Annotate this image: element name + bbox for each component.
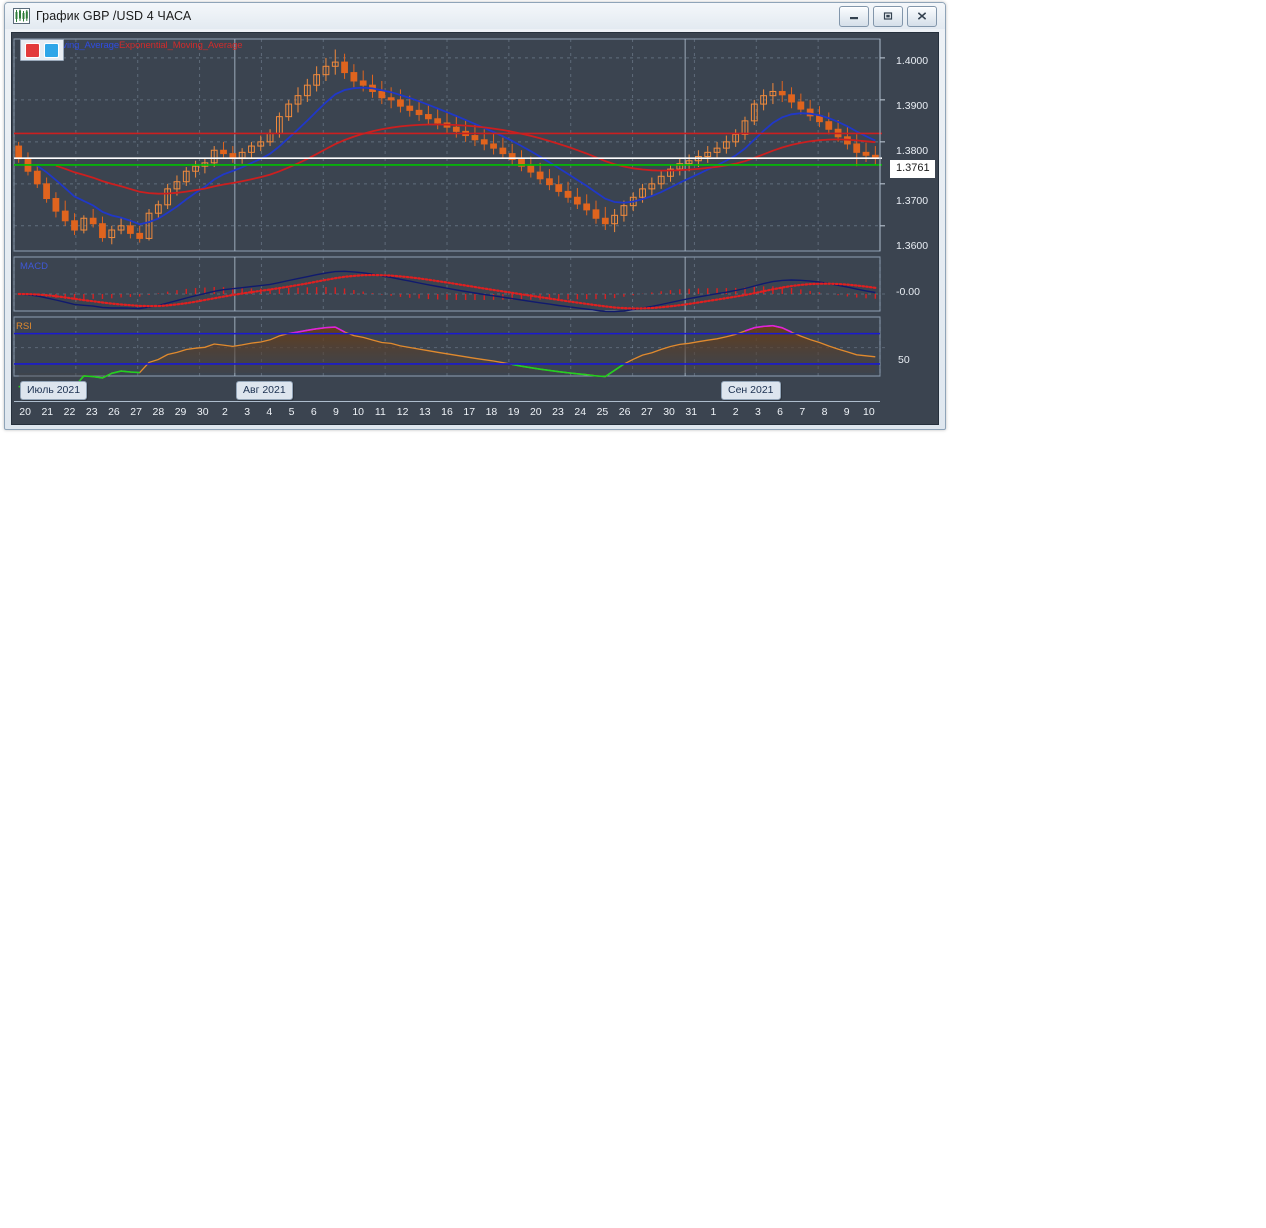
price-chart-svg: [13, 38, 885, 388]
time-tick: 28: [152, 406, 165, 418]
time-tick: 9: [843, 406, 850, 418]
macd-panel-label: MACD: [20, 261, 48, 272]
time-tick: 2: [222, 406, 228, 418]
rsi-panel-label: RSI: [16, 321, 32, 332]
time-tick: 20: [529, 406, 542, 418]
time-tick: 9: [333, 406, 339, 418]
time-tick: 10: [352, 406, 365, 418]
time-tick: 30: [663, 406, 675, 418]
price-tick-4: 1.3600: [896, 240, 929, 252]
time-axis: 20 21 22 23 26 27 28 29 30 2 3 4 5 6 9 10 11 12 13 16 17 18 19…: [11, 401, 939, 425]
time-tick: 22: [63, 406, 76, 418]
month-tag-july: Июль 2021: [20, 381, 88, 400]
time-tick: 10: [863, 406, 875, 418]
restore-button[interactable]: [873, 5, 903, 27]
time-tick: 11: [374, 406, 386, 418]
indicator-blue-icon[interactable]: [44, 42, 59, 58]
time-tick: 8: [821, 406, 828, 418]
time-tick: 6: [777, 406, 783, 418]
time-tick: 23: [552, 406, 564, 418]
current-price-tag: 1.3761: [890, 160, 935, 178]
minimize-icon: [850, 17, 858, 20]
window-titlebar[interactable]: График GBP /USD 4 ЧАСА: [5, 3, 945, 29]
time-tick: 16: [441, 406, 453, 418]
candlestick-chart-icon: [13, 8, 30, 24]
time-tick: 26: [108, 406, 120, 418]
time-tick: 5: [288, 406, 295, 418]
time-tick: 23: [85, 406, 98, 418]
time-tick: 27: [130, 406, 142, 418]
time-tick: 1: [710, 406, 717, 418]
time-tick: 31: [685, 406, 698, 418]
time-tick: 21: [41, 406, 54, 418]
chart-window: График GBP /USD 4 ЧАСА: [4, 2, 946, 430]
time-tick: 25: [596, 406, 609, 418]
time-tick: 19: [507, 406, 520, 418]
time-tick: 6: [310, 406, 317, 418]
price-tick-0: 1.4000: [896, 55, 929, 67]
close-button[interactable]: [907, 5, 937, 27]
indicator-toggle-badge[interactable]: [20, 39, 64, 61]
month-tag-sep: Сен 2021: [721, 381, 781, 400]
time-tick: 7: [799, 406, 806, 418]
time-tick: 3: [754, 406, 761, 418]
time-tick: 12: [396, 406, 409, 418]
time-tick: 18: [485, 406, 498, 418]
price-tick-3: 1.3700: [896, 195, 929, 207]
time-tick: 29: [174, 406, 187, 418]
time-tick: 2: [732, 406, 739, 418]
time-tick: 24: [574, 406, 587, 418]
close-icon: [918, 12, 926, 20]
time-tick: 20: [19, 406, 31, 418]
price-tick-2: 1.3800: [896, 145, 929, 157]
time-tick: 3: [244, 406, 251, 418]
restore-icon: [883, 12, 893, 20]
time-tick: 4: [266, 406, 273, 418]
indicator-red-icon[interactable]: [25, 42, 40, 58]
time-tick: 27: [641, 406, 653, 418]
rsi-tick-0: 50: [898, 354, 910, 366]
month-tag-aug: Авг 2021: [236, 381, 293, 400]
time-axis-line: [14, 401, 880, 402]
chart-canvas[interactable]: ential_Moving_AverageExponential_Moving_…: [11, 32, 939, 425]
time-tick: 30: [196, 406, 209, 418]
price-tick-1: 1.3900: [896, 100, 929, 112]
window-title: График GBP /USD 4 ЧАСА: [36, 9, 192, 23]
time-tick: 17: [463, 406, 476, 418]
window-controls: [839, 5, 941, 27]
macd-tick-0: -0.00: [896, 286, 920, 298]
minimize-button[interactable]: [839, 5, 869, 27]
time-tick: 26: [618, 406, 631, 418]
time-tick: 13: [418, 406, 431, 418]
